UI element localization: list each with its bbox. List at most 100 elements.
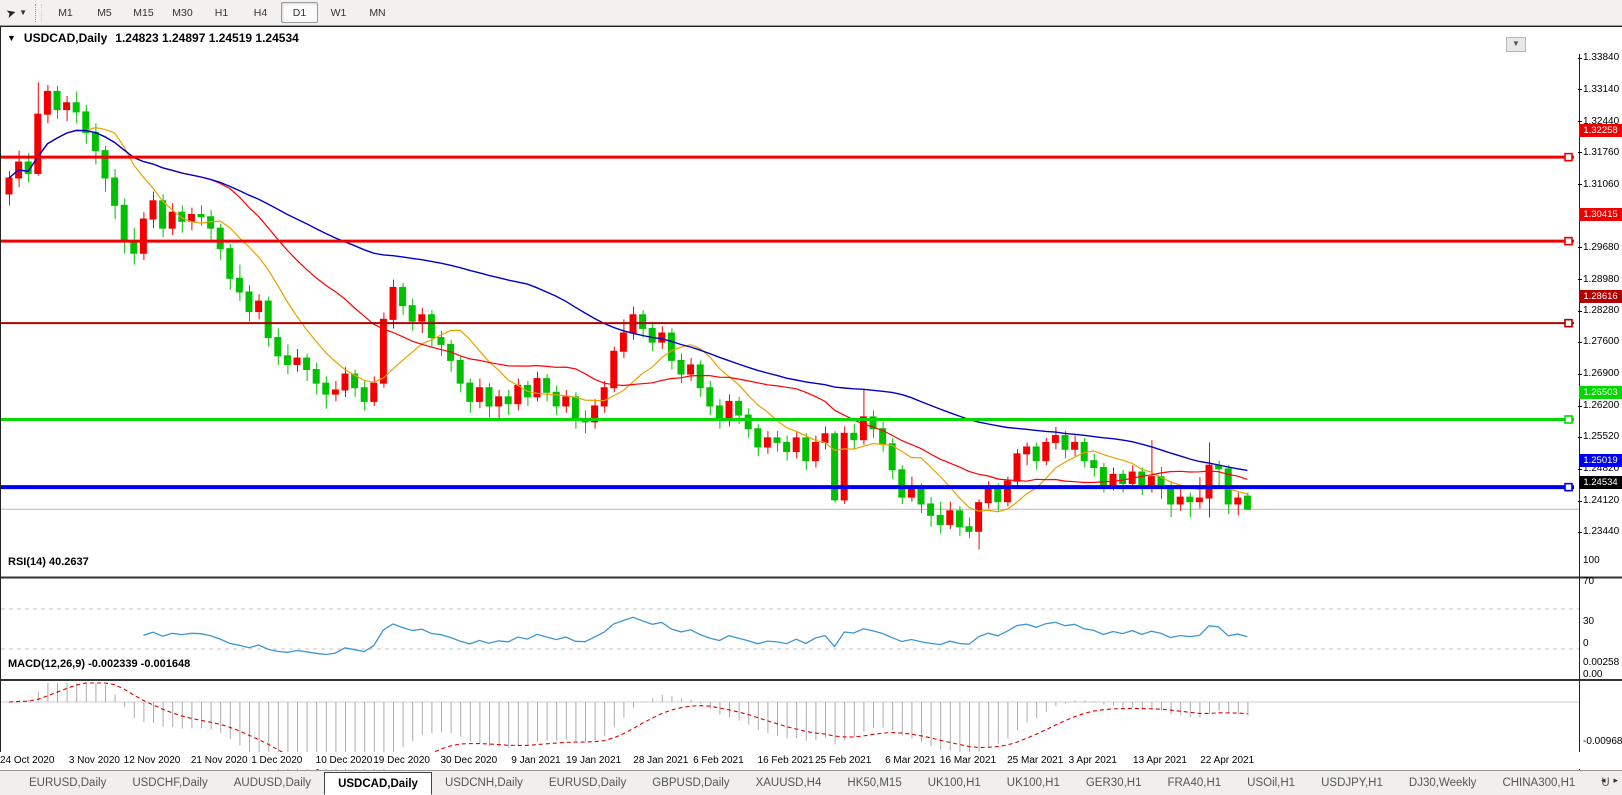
timeframe-button-d1[interactable]: D1 — [280, 2, 318, 23]
level-handle[interactable] — [1564, 318, 1573, 328]
candle-body — [485, 387, 493, 407]
candle-body — [543, 378, 551, 393]
toolbar-drag-handle — [34, 3, 42, 22]
candle-body — [927, 503, 935, 516]
candle-body — [255, 300, 263, 313]
level-handle[interactable] — [1564, 152, 1573, 162]
level-handle[interactable] — [1564, 482, 1573, 492]
price-tick-label: 1.31060 — [1583, 178, 1620, 190]
timeframe-button-mn[interactable]: MN — [369, 6, 386, 19]
tab-usdjpy-h1[interactable]: USDJPY,H1 — [1308, 771, 1396, 795]
tab-uk100-h1[interactable]: UK100,H1 — [993, 771, 1073, 795]
price-tick-label: 1.28280 — [1583, 305, 1620, 317]
candle-body — [1013, 453, 1021, 482]
candle-body — [859, 416, 867, 441]
candle-body — [648, 327, 656, 343]
level-handle[interactable] — [1564, 236, 1573, 246]
candle-body — [831, 433, 839, 501]
tab-usoil-h1[interactable]: USOil,H1 — [1234, 771, 1309, 795]
timeframe-button-m30[interactable]: M30 — [172, 6, 193, 19]
price-tick-label: 1.33140 — [1583, 83, 1620, 95]
tab-eurusd-daily[interactable]: EURUSD,Daily — [16, 771, 120, 795]
chart-area[interactable] — [0, 26, 1622, 779]
candle-body — [139, 218, 147, 254]
level-price-label: 1.26503 — [1579, 385, 1622, 399]
candle-body — [792, 437, 800, 453]
price-tick-label: 1.28980 — [1583, 273, 1620, 285]
tab-audusd-daily[interactable]: AUDUSD,Daily — [220, 771, 325, 795]
tab-u[interactable]: U — [1588, 771, 1622, 795]
date-label: 21 Nov 2020 — [190, 755, 248, 766]
candle-body — [475, 387, 483, 402]
candle-body — [898, 469, 906, 498]
candle-body — [331, 389, 339, 395]
collapse-caret-icon: ▼ — [7, 33, 16, 43]
price-tick-mark — [1578, 184, 1582, 186]
candle-body — [322, 382, 330, 395]
tab-usdchf-daily[interactable]: USDCHF,Daily — [119, 771, 221, 795]
candle-body — [552, 391, 560, 407]
level-price-label: 1.30415 — [1579, 207, 1622, 221]
candle-body — [1061, 435, 1069, 450]
tab-ger30-h1[interactable]: GER30,H1 — [1072, 771, 1155, 795]
date-label: 12 Nov 2020 — [123, 755, 181, 766]
price-tick-label: 1.26900 — [1583, 368, 1620, 380]
price-tick-mark — [1578, 310, 1582, 312]
rsi-axis-label: 30 — [1583, 616, 1595, 627]
candle-body — [53, 90, 61, 111]
chart-dropdown-button[interactable]: ▼ — [1506, 37, 1526, 52]
candle-body — [917, 487, 925, 505]
level-handle[interactable] — [1564, 415, 1573, 424]
timeframe-button-w1[interactable]: W1 — [330, 6, 347, 19]
candle-body — [1051, 435, 1059, 443]
date-label: 25 Mar 2021 — [1007, 755, 1064, 766]
tab-fra40-h1[interactable]: FRA40,H1 — [1154, 771, 1235, 795]
candle-body — [975, 502, 983, 532]
candle-body — [773, 437, 781, 443]
candle-body — [312, 368, 320, 384]
candle-body — [370, 382, 378, 402]
tab-xauusd-h4[interactable]: XAUUSD,H4 — [742, 771, 835, 795]
candle-body — [600, 387, 608, 407]
cursor-tool-button[interactable]: ➤ ▼ — [0, 3, 33, 23]
timeframe-button-m15[interactable]: M15 — [133, 6, 154, 19]
timeframe-button-h4[interactable]: H4 — [253, 6, 268, 19]
candle-body — [5, 177, 13, 195]
tab-usdcnh-daily[interactable]: USDCNH,Daily — [431, 771, 536, 795]
chart-tab-bar: EURUSD,Daily USDCHF,Daily AUDUSD,Daily USDC… — [0, 770, 1622, 795]
tab-usdcad-daily[interactable]: USDCAD,Daily — [324, 772, 432, 795]
tab-eurusd-daily[interactable]: EURUSD,Daily — [535, 771, 640, 795]
tab-china300-h1[interactable]: CHINA300,H1 — [1489, 771, 1589, 795]
timeframe-button-m5[interactable]: M5 — [97, 6, 112, 19]
date-label: 16 Feb 2021 — [757, 755, 814, 766]
candle-body — [840, 432, 848, 501]
tab-scroll-left-icon[interactable]: ◂ — [1600, 775, 1606, 785]
price-tick-mark — [1578, 341, 1582, 343]
candle-body — [504, 396, 512, 405]
macd-histogram — [18, 683, 1249, 776]
rsi-axis-label: 70 — [1583, 576, 1595, 587]
candle-body — [293, 357, 301, 365]
date-label: 9 Jan 2021 — [511, 755, 561, 766]
candle-body — [235, 277, 243, 293]
tab-gbpusd-daily[interactable]: GBPUSD,Daily — [639, 771, 743, 795]
price-tick-label: 1.26200 — [1583, 400, 1620, 412]
price-tick-label: 1.24120 — [1583, 495, 1620, 507]
price-tick-mark — [1578, 500, 1582, 502]
price-tick-label: 1.24820 — [1583, 463, 1620, 475]
tab-dj30-weekly[interactable]: DJ30,Weekly — [1395, 771, 1490, 795]
price-tick-label: 1.27600 — [1583, 336, 1620, 348]
tab-scroll-right-icon[interactable]: ▸ — [1613, 775, 1618, 785]
chart-title: ▼ USDCAD,Daily 1.24823 1.24897 1.24519 1… — [7, 31, 299, 45]
candle-body — [619, 332, 627, 352]
timeframe-button-m1[interactable]: M1 — [58, 6, 73, 19]
candle-body — [850, 432, 858, 441]
tab-uk100-h1[interactable]: UK100,H1 — [914, 771, 994, 795]
tab-hk50-m15[interactable]: HK50,M15 — [834, 771, 915, 795]
macd-signal-line — [8, 682, 1248, 777]
price-tick-mark — [1578, 121, 1582, 123]
level-price-label: 1.32258 — [1579, 123, 1622, 137]
timeframe-button-h1[interactable]: H1 — [214, 6, 229, 19]
price-tick-label: 1.23440 — [1583, 526, 1620, 538]
candle-body — [763, 437, 771, 448]
